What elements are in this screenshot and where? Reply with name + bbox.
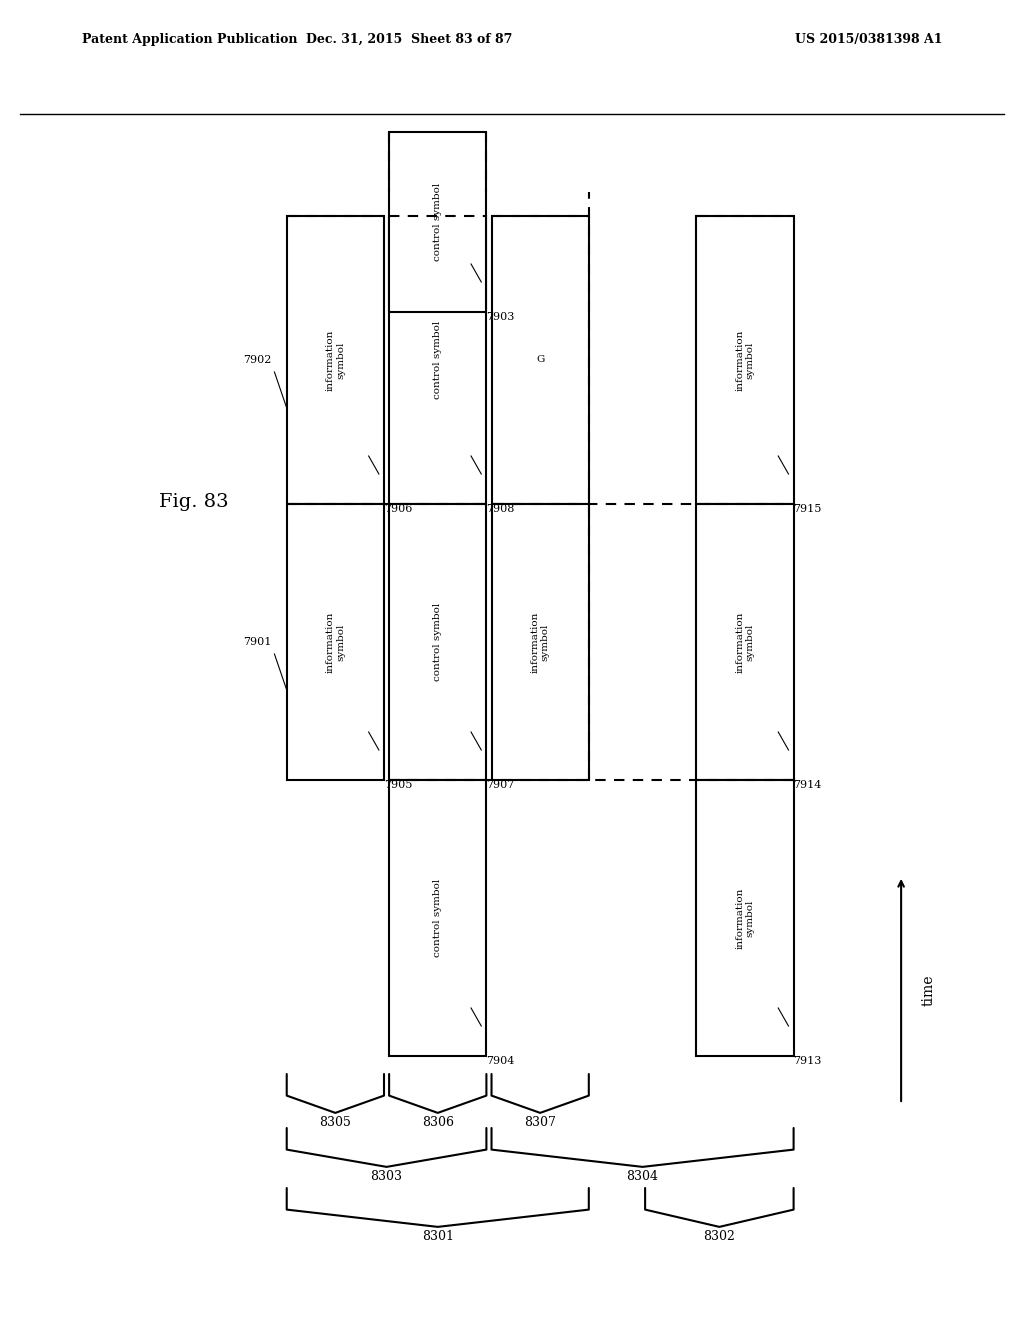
Text: Dec. 31, 2015  Sheet 83 of 87: Dec. 31, 2015 Sheet 83 of 87: [306, 33, 513, 46]
Text: US 2015/0381398 A1: US 2015/0381398 A1: [795, 33, 942, 46]
Text: control symbol: control symbol: [433, 603, 442, 681]
Text: Fig. 83: Fig. 83: [159, 492, 228, 511]
Text: 7906: 7906: [384, 504, 413, 513]
Bar: [696, 780, 794, 1056]
Text: control symbol: control symbol: [433, 183, 442, 261]
Text: 7901: 7901: [243, 638, 271, 647]
Bar: [389, 504, 486, 780]
Bar: [287, 216, 384, 504]
Bar: [696, 216, 794, 504]
Text: information
symbol: information symbol: [735, 611, 755, 673]
Text: information
symbol: information symbol: [735, 887, 755, 949]
Text: time: time: [922, 974, 936, 1006]
Bar: [389, 780, 486, 1056]
Bar: [696, 504, 794, 780]
Text: 8303: 8303: [371, 1170, 402, 1183]
Text: information
symbol: information symbol: [326, 611, 345, 673]
Text: 7913: 7913: [794, 1056, 822, 1067]
Text: 7902: 7902: [243, 355, 271, 366]
Text: 7905: 7905: [384, 780, 413, 789]
Text: 8307: 8307: [524, 1115, 556, 1129]
Text: G: G: [536, 355, 545, 364]
Text: information
symbol: information symbol: [326, 329, 345, 391]
Text: 7908: 7908: [486, 504, 515, 513]
Bar: [389, 216, 486, 504]
Text: 7903: 7903: [486, 312, 515, 322]
Text: control symbol: control symbol: [433, 321, 442, 399]
Text: Patent Application Publication: Patent Application Publication: [82, 33, 297, 46]
Text: 7915: 7915: [794, 504, 822, 513]
Text: 8305: 8305: [319, 1115, 351, 1129]
Text: 8301: 8301: [422, 1230, 454, 1243]
Text: information
symbol: information symbol: [735, 329, 755, 391]
Text: 7907: 7907: [486, 780, 515, 789]
Text: 8302: 8302: [703, 1230, 735, 1243]
Text: control symbol: control symbol: [433, 879, 442, 957]
Bar: [389, 132, 486, 312]
Bar: [492, 504, 589, 780]
Bar: [287, 504, 384, 780]
Text: 8304: 8304: [627, 1170, 658, 1183]
Text: 8306: 8306: [422, 1115, 454, 1129]
Text: information
symbol: information symbol: [530, 611, 550, 673]
Bar: [492, 216, 589, 504]
Text: 7914: 7914: [794, 780, 822, 789]
Text: 7904: 7904: [486, 1056, 515, 1067]
